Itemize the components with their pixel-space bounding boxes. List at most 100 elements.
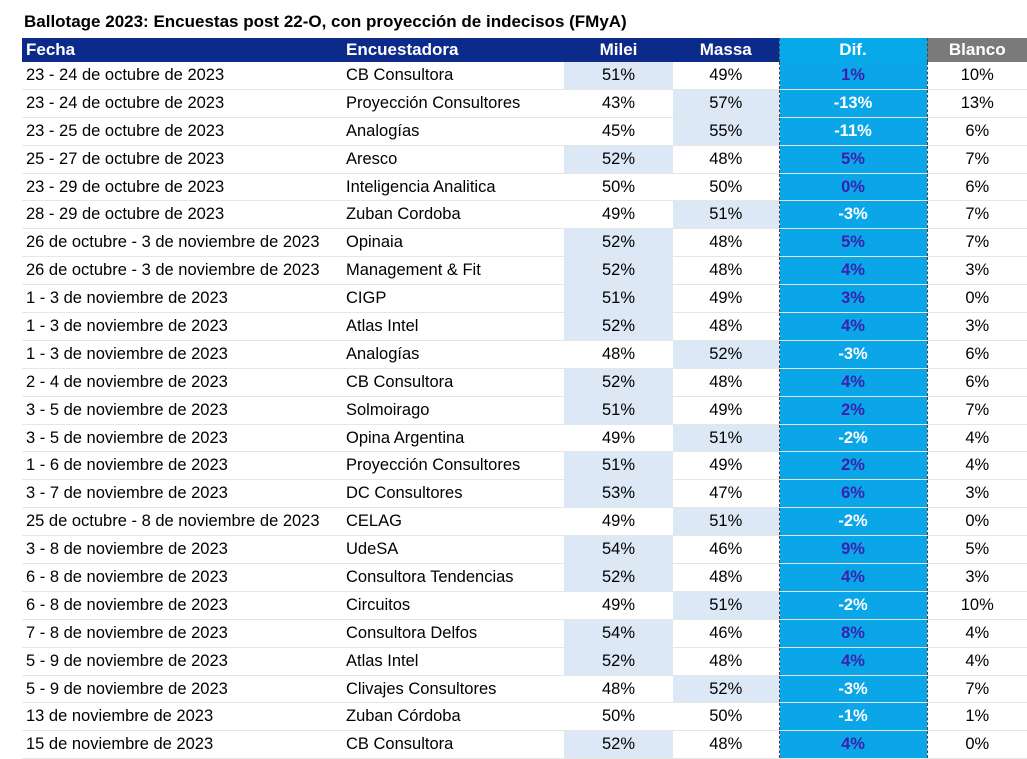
cell-dif: 5% (778, 228, 928, 258)
cell-encuestadora: Inteligencia Analitica (342, 173, 564, 202)
cell-dif: 8% (778, 619, 928, 648)
cell-dif: 6% (778, 479, 928, 509)
table-row: 2 - 4 de noviembre de 2023 CB Consultora 5… (22, 368, 1027, 397)
cell-encuestadora: CIGP (342, 284, 564, 314)
cell-blanco: 6% (926, 340, 1027, 369)
cell-milei: 54% (564, 535, 673, 565)
cell-blanco: 7% (926, 675, 1027, 704)
cell-massa: 48% (673, 228, 779, 258)
page-title: Ballotage 2023: Encuestas post 22-O, con… (24, 12, 627, 31)
cell-dif: 5% (778, 145, 928, 174)
cell-blanco: 0% (926, 507, 1027, 537)
cell-massa: 55% (673, 117, 779, 146)
cell-massa: 47% (673, 479, 779, 509)
cell-dif: 0% (778, 173, 928, 202)
cell-blanco: 4% (926, 647, 1027, 676)
cell-encuestadora: Circuitos (342, 591, 564, 620)
table-row: 1 - 3 de noviembre de 2023 Atlas Intel 52%… (22, 312, 1027, 341)
cell-encuestadora: Analogías (342, 117, 564, 146)
table-row: 13 de noviembre de 2023 Zuban Córdoba 50% 5… (22, 702, 1027, 732)
polls-table: Fecha Encuestadora Milei Massa Dif. Blan… (22, 38, 1027, 759)
cell-milei: 52% (564, 145, 673, 174)
cell-milei: 48% (564, 340, 673, 369)
cell-dif: -2% (778, 424, 928, 453)
cell-dif: -1% (778, 702, 928, 732)
cell-fecha: 3 - 8 de noviembre de 2023 (22, 535, 342, 565)
header-encuestadora: Encuestadora (342, 38, 564, 62)
table-row: 7 - 8 de noviembre de 2023 Consultora Del… (22, 619, 1027, 648)
cell-dif: 3% (778, 284, 928, 314)
cell-blanco: 7% (926, 396, 1027, 425)
cell-blanco: 4% (926, 424, 1027, 453)
table-row: 3 - 7 de noviembre de 2023 DC Consultores… (22, 479, 1027, 509)
cell-dif: -11% (778, 117, 928, 146)
cell-dif: 4% (778, 312, 928, 341)
cell-milei: 51% (564, 284, 673, 314)
cell-dif: 1% (778, 62, 928, 90)
cell-fecha: 5 - 9 de noviembre de 2023 (22, 647, 342, 676)
cell-encuestadora: Opinaia (342, 228, 564, 258)
cell-massa: 49% (673, 62, 779, 90)
cell-dif: -3% (778, 200, 928, 230)
cell-encuestadora: CELAG (342, 507, 564, 537)
cell-milei: 50% (564, 702, 673, 732)
cell-fecha: 1 - 3 de noviembre de 2023 (22, 340, 342, 369)
cell-massa: 51% (673, 200, 779, 230)
cell-fecha: 25 - 27 de octubre de 2023 (22, 145, 342, 174)
cell-fecha: 5 - 9 de noviembre de 2023 (22, 675, 342, 704)
cell-milei: 49% (564, 200, 673, 230)
table-row: 26 de octubre - 3 de noviembre de 2023 Op… (22, 228, 1027, 258)
cell-fecha: 23 - 24 de octubre de 2023 (22, 62, 342, 90)
cell-milei: 48% (564, 675, 673, 704)
cell-encuestadora: CB Consultora (342, 368, 564, 397)
table-row: 23 - 29 de octubre de 2023 Inteligencia A… (22, 173, 1027, 202)
cell-encuestadora: Solmoirago (342, 396, 564, 425)
cell-blanco: 7% (926, 145, 1027, 174)
table-row: 26 de octubre - 3 de noviembre de 2023 Ma… (22, 256, 1027, 286)
cell-fecha: 26 de octubre - 3 de noviembre de 2023 (22, 256, 342, 286)
cell-blanco: 4% (926, 451, 1027, 481)
header-row: Fecha Encuestadora Milei Massa Dif. Blan… (22, 38, 1027, 62)
cell-massa: 48% (673, 730, 779, 759)
table-row: 15 de noviembre de 2023 CB Consultora 52% 4… (22, 730, 1027, 759)
cell-milei: 49% (564, 507, 673, 537)
cell-massa: 46% (673, 535, 779, 565)
cell-blanco: 3% (926, 479, 1027, 509)
cell-massa: 48% (673, 312, 779, 341)
cell-milei: 52% (564, 368, 673, 397)
cell-encuestadora: Zuban Cordoba (342, 200, 564, 230)
cell-fecha: 13 de noviembre de 2023 (22, 702, 342, 732)
header-milei: Milei (564, 38, 673, 62)
header-fecha: Fecha (22, 38, 342, 62)
cell-dif: 4% (778, 368, 928, 397)
cell-massa: 48% (673, 368, 779, 397)
table-row: 6 - 8 de noviembre de 2023 Circuitos 49% 51… (22, 591, 1027, 620)
cell-blanco: 3% (926, 312, 1027, 341)
table-row: 5 - 9 de noviembre de 2023 Atlas Intel 52%… (22, 647, 1027, 676)
cell-fecha: 3 - 7 de noviembre de 2023 (22, 479, 342, 509)
cell-milei: 49% (564, 424, 673, 453)
cell-encuestadora: DC Consultores (342, 479, 564, 509)
cell-encuestadora: CB Consultora (342, 62, 564, 90)
table-row: 5 - 9 de noviembre de 2023 Clivajes Consu… (22, 675, 1027, 704)
cell-massa: 49% (673, 284, 779, 314)
cell-dif: 2% (778, 396, 928, 425)
cell-fecha: 23 - 29 de octubre de 2023 (22, 173, 342, 202)
cell-encuestadora: Proyección Consultores (342, 89, 564, 118)
cell-dif: 4% (778, 730, 928, 759)
cell-blanco: 6% (926, 173, 1027, 202)
cell-fecha: 3 - 5 de noviembre de 2023 (22, 396, 342, 425)
cell-blanco: 4% (926, 619, 1027, 648)
table-row: 23 - 24 de octubre de 2023 CB Consultora 5… (22, 62, 1027, 90)
table-row: 23 - 24 de octubre de 2023 Proyección Con… (22, 89, 1027, 118)
cell-dif: -13% (778, 89, 928, 118)
cell-dif: -2% (778, 591, 928, 620)
table-row: 25 de octubre - 8 de noviembre de 2023 CE… (22, 507, 1027, 537)
cell-milei: 43% (564, 89, 673, 118)
cell-massa: 48% (673, 563, 779, 592)
cell-encuestadora: Management & Fit (342, 256, 564, 286)
cell-milei: 52% (564, 228, 673, 258)
cell-milei: 50% (564, 173, 673, 202)
table-row: 3 - 5 de noviembre de 2023 Opina Argentin… (22, 424, 1027, 453)
cell-milei: 49% (564, 591, 673, 620)
